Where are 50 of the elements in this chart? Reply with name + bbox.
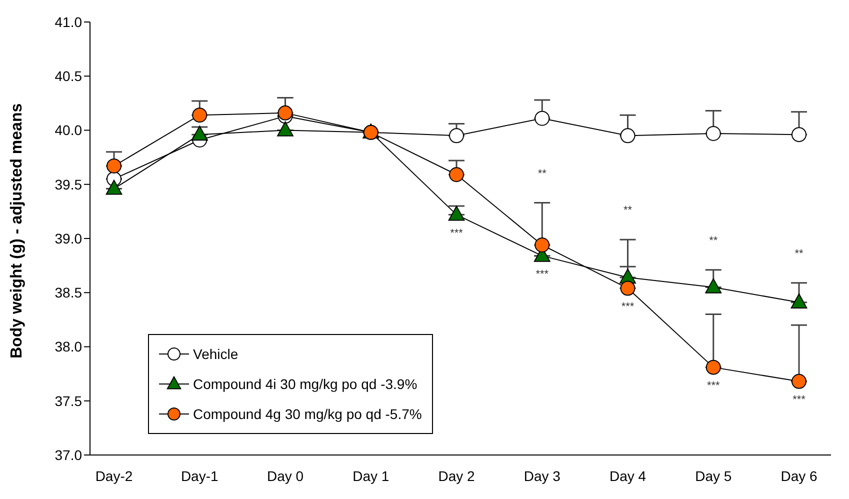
y-tick-label: 37.0 [54,446,82,463]
point [706,126,721,141]
annotation: ** [709,234,718,247]
point [790,293,808,308]
x-tick-label: Day-1 [180,468,219,484]
annotation: ** [794,248,804,260]
y-tick-label: 40.5 [54,68,82,84]
annotation: *** [450,227,464,240]
point [792,374,806,389]
point [106,180,122,195]
point [620,280,636,296]
point [705,278,722,294]
x-tick-label: Day 1 [352,468,390,484]
legend-label: Vehicle [193,346,238,362]
y-tick-label: 39.5 [54,176,82,192]
x-tick-label: Day 3 [524,468,561,484]
point [278,105,293,120]
point [192,108,208,123]
legend-label: Compound 4g 30 mg/kg po qd -5.7% [193,406,422,422]
annotation: *** [621,301,635,314]
point [449,128,464,144]
point [534,110,550,126]
point [277,121,294,136]
point [448,206,465,221]
x-tick-label: Day 5 [695,468,732,484]
legend-label: Compound 4i 30 mg/kg po qd -3.9% [193,376,418,392]
y-tick-label: 41.0 [54,14,82,30]
point [106,158,122,174]
point [449,167,464,182]
x-tick-label: Day 2 [438,468,475,484]
annotation: ** [538,168,548,180]
x-tick-label: Day 4 [609,468,646,484]
y-tick-label: 38.0 [54,338,82,355]
y-tick-label: 38.5 [54,284,82,301]
x-tick-label: Day 6 [780,468,818,484]
point [706,360,721,375]
y-tick-label: 39.0 [54,230,82,246]
annotation: *** [536,268,550,281]
point [792,127,806,142]
point [191,126,208,141]
point [534,237,550,252]
annotation: *** [706,380,721,392]
point [620,128,636,144]
annotation: ** [623,204,633,217]
y-tick-label: 37.5 [54,392,82,409]
y-axis-title: Body weight (g) - adjusted means [8,103,26,358]
y-tick-label: 40.0 [54,122,82,138]
x-tick-label: Day 0 [266,468,304,484]
x-tick-label: Day-2 [95,468,133,484]
annotation: *** [792,394,806,406]
